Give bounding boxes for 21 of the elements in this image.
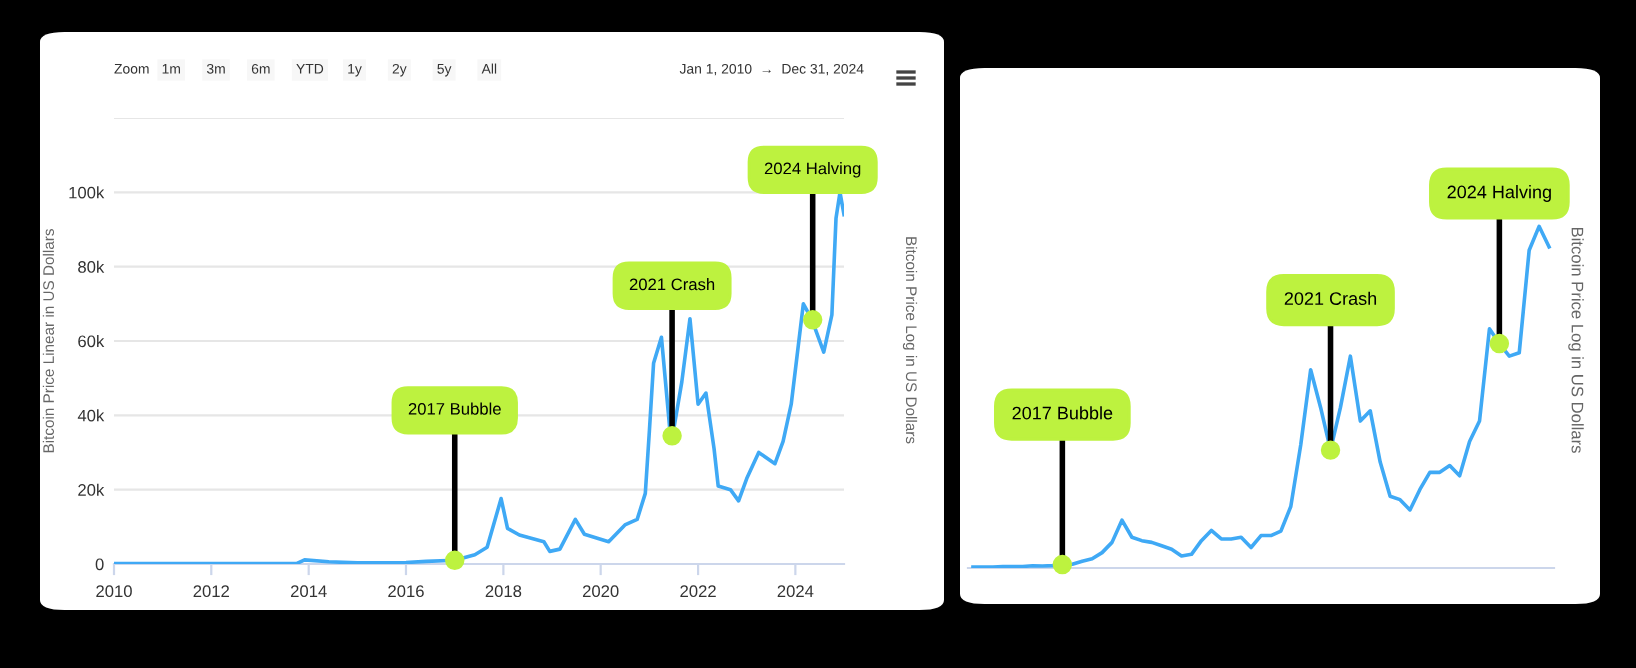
- x-tick-label: 2010: [96, 585, 132, 598]
- x-tick-label: 2012: [193, 585, 229, 598]
- x-tick-label: 2020: [582, 585, 619, 598]
- y-tick-label: 40k: [77, 409, 105, 422]
- annotation: 2021 Crash: [1284, 291, 1377, 305]
- annotation: 2021 Crash: [629, 278, 715, 291]
- annotation: 2024 Halving: [764, 162, 861, 178]
- x-tick-label: 2018: [485, 585, 522, 598]
- y-tick-label: 100k: [69, 186, 105, 199]
- x-tick-label: 2022: [680, 585, 716, 598]
- y-tick-label: 60k: [78, 334, 105, 348]
- annotation: 2017 Bubble: [1012, 406, 1113, 420]
- y2-axis-title: Bitcoin Price Log in US Dollars: [1568, 227, 1584, 453]
- annotation: 2017 Bubble: [408, 402, 501, 415]
- x-tick-label: 2024: [777, 585, 814, 598]
- y-tick-label: 80k: [78, 260, 105, 273]
- y-tick-label: 0: [95, 558, 104, 571]
- x-tick-label: 2016: [388, 585, 424, 598]
- annotation: 2024 Halving: [1447, 185, 1551, 202]
- y-tick-label: 20k: [78, 483, 105, 496]
- x-tick-label: 2014: [291, 585, 327, 598]
